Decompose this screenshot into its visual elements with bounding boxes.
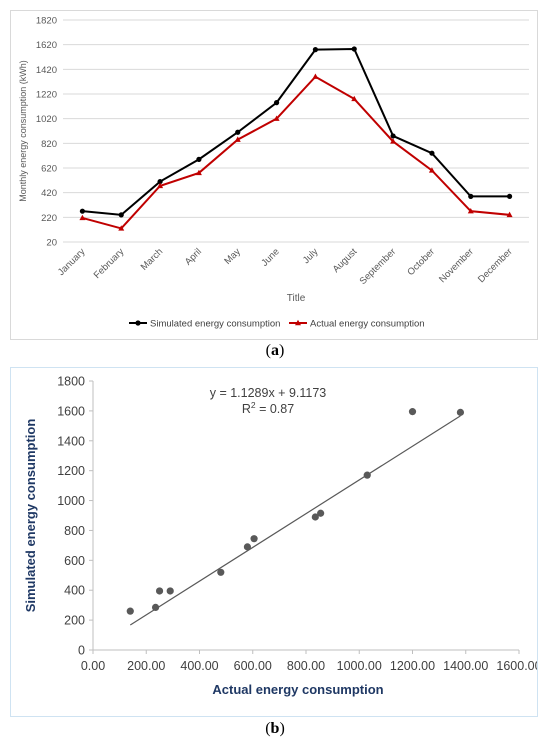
data-point-simulated <box>506 193 513 199</box>
trendline <box>129 415 461 626</box>
data-point-actual <box>234 136 241 142</box>
data-point-simulated <box>312 47 319 53</box>
x-tick-label: 600.00 <box>234 659 272 673</box>
data-point-actual <box>273 115 280 121</box>
data-point <box>363 471 371 479</box>
x-tick-label: 200.00 <box>127 659 165 673</box>
x-tick-label: October <box>405 246 437 278</box>
data-point-actual <box>428 167 435 173</box>
y-tick-label: 220 <box>41 213 57 224</box>
x-tick-label: 1400.00 <box>443 659 488 673</box>
scatter-chart-panel: 0 200 400 600 800 1000 1200 1400 1600 1800 0.00 200… <box>10 367 542 717</box>
x-tick-label: February <box>92 246 127 281</box>
data-point <box>126 607 134 615</box>
y-tick-label: 0 <box>78 644 85 658</box>
x-tick-label: May <box>222 246 243 267</box>
x-tick-label: 1200.00 <box>390 659 435 673</box>
x-axis-label: Title <box>287 293 306 304</box>
line-chart-panel: 20 220 420 620 820 1020 1220 1420 1620 1820 Monthl… <box>10 10 538 340</box>
data-point-simulated <box>429 150 435 156</box>
data-point-actual <box>195 169 202 176</box>
data-point-actual <box>351 95 358 102</box>
data-point-simulated <box>79 208 86 214</box>
x-tick-label: 800.00 <box>287 659 325 673</box>
trendline-equation: y = 1.1289x + 9.1173 <box>210 386 327 400</box>
y-tick-label: 620 <box>41 164 57 175</box>
series-line-actual <box>82 75 510 230</box>
y-tick-label: 800 <box>64 524 85 538</box>
data-point <box>217 568 225 576</box>
x-axis-label: Actual energy consumption <box>212 682 383 697</box>
data-point-actual <box>118 225 125 231</box>
x-tick-label: 1000.00 <box>337 659 382 673</box>
data-point-actual <box>312 73 319 79</box>
data-point-actual <box>79 214 86 221</box>
y-axis-label: Monthly energy consumption (kWh) <box>18 60 28 202</box>
data-point-actual <box>390 138 397 144</box>
y-tick-label: 1000 <box>57 494 85 508</box>
y-tick-label: 600 <box>64 554 85 568</box>
data-point-simulated <box>390 133 396 139</box>
data-point-simulated <box>273 100 280 106</box>
data-point <box>166 587 174 595</box>
data-point <box>408 408 417 416</box>
data-point <box>151 603 160 612</box>
y-tick-label: 1820 <box>36 16 57 27</box>
line-chart: 20 220 420 620 820 1020 1220 1420 1620 1820 Monthl… <box>18 16 529 330</box>
y-tick-label: 400 <box>64 584 85 598</box>
data-point <box>250 535 258 543</box>
x-tick-label: 400.00 <box>180 659 218 673</box>
y-tick-label: 20 <box>46 238 57 249</box>
y-tick-label: 420 <box>41 188 57 199</box>
data-point-simulated <box>118 212 124 218</box>
data-point-actual <box>506 211 513 218</box>
legend-marker <box>135 320 141 326</box>
legend-label: Simulated energy consumption <box>150 319 280 330</box>
caption-a: (a) <box>265 342 285 359</box>
y-axis-label: Simulated energy consumption <box>23 419 38 613</box>
x-tick-label: January <box>56 246 88 278</box>
caption-b: (b) <box>265 720 285 737</box>
x-tick-label: 1600.00 <box>496 659 537 673</box>
data-point-actual <box>467 207 474 214</box>
data-point-simulated <box>157 178 163 185</box>
y-tick-label: 1020 <box>36 114 57 125</box>
data-point <box>155 587 164 595</box>
y-tick-label: 1420 <box>36 65 57 76</box>
y-tick-label: 200 <box>64 614 85 628</box>
x-tick-label: 0.00 <box>81 659 105 673</box>
data-point <box>456 408 465 416</box>
y-tick-label: 1220 <box>36 90 57 101</box>
y-tick-label: 1620 <box>36 40 57 51</box>
x-tick-label: June <box>259 246 281 268</box>
r-squared-label: R2 = 0.87 <box>242 400 294 416</box>
x-tick-label: December <box>476 246 515 285</box>
x-tick-label: August <box>331 246 360 275</box>
data-point-simulated <box>235 129 241 135</box>
y-tick-label: 1400 <box>57 434 85 448</box>
x-tick-label: March <box>139 246 165 272</box>
y-tick-label: 820 <box>41 139 57 150</box>
legend-marker <box>295 319 301 326</box>
series-line-simulated <box>82 47 510 216</box>
data-point <box>243 543 252 551</box>
data-point <box>311 513 319 521</box>
data-point <box>317 509 325 517</box>
data-point-simulated <box>468 193 474 199</box>
x-tick-label: November <box>437 246 476 285</box>
y-tick-label: 1800 <box>57 375 85 389</box>
scatter-chart: 0 200 400 600 800 1000 1200 1400 1600 1800 0.00 200… <box>23 375 542 698</box>
data-point-simulated <box>351 46 357 52</box>
legend-label: Actual energy consumption <box>310 319 425 330</box>
data-point-simulated <box>196 156 202 162</box>
x-tick-label: September <box>358 246 399 287</box>
y-tick-label: 1200 <box>57 464 85 478</box>
x-tick-label: July <box>301 246 321 266</box>
y-tick-label: 1600 <box>57 404 85 418</box>
x-tick-label: April <box>183 246 204 267</box>
data-point-actual <box>157 182 164 189</box>
